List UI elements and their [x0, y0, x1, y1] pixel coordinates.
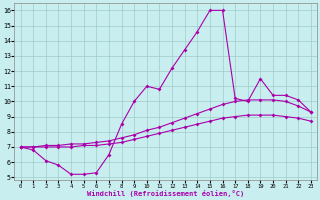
X-axis label: Windchill (Refroidissement éolien,°C): Windchill (Refroidissement éolien,°C) — [87, 190, 244, 197]
